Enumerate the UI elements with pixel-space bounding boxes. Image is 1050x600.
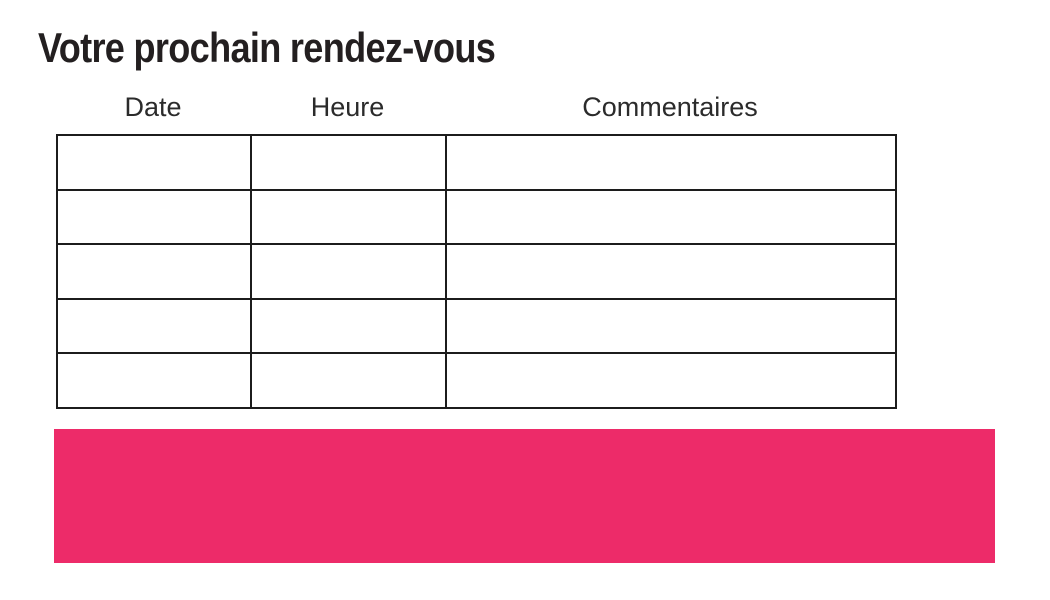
table-cell	[445, 243, 897, 300]
table-cell	[250, 134, 447, 191]
table-cell	[250, 352, 447, 409]
table-cell	[445, 297, 897, 355]
table-cell	[56, 188, 252, 246]
table-row	[56, 297, 897, 355]
table-row	[56, 134, 897, 191]
table-row	[56, 188, 897, 246]
column-header-heure: Heure	[310, 92, 385, 122]
table-cell	[56, 352, 252, 409]
page-title: Votre prochain rendez-vous	[38, 24, 496, 71]
table-cell	[445, 352, 897, 409]
appointments-table-body	[56, 134, 897, 409]
appointments-table	[56, 134, 897, 409]
table-column-headers: Date Heure Commentaires	[56, 91, 895, 123]
table-cell	[445, 134, 897, 191]
table-row	[56, 243, 897, 300]
table-cell	[250, 188, 447, 246]
column-header-commentaires: Commentaires	[582, 92, 758, 122]
table-cell	[56, 297, 252, 355]
accent-band	[54, 429, 995, 563]
table-cell	[445, 188, 897, 246]
table-cell	[56, 243, 252, 300]
column-header-date: Date	[124, 92, 182, 122]
table-cell	[56, 134, 252, 191]
table-cell	[250, 297, 447, 355]
table-row	[56, 352, 897, 409]
table-cell	[250, 243, 447, 300]
